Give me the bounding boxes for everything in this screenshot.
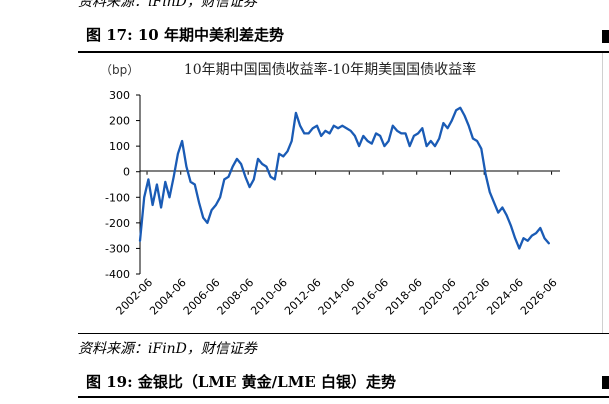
edge-line — [602, 53, 603, 333]
spread-chart: （bp） 10年期中国国债收益率-10年期美国国债收益率 300 200 100 0 -… — [100, 61, 560, 318]
top-source-note: 资料来源：iFinD，财信证券 — [78, 0, 257, 10]
y-tick-label: 100 — [109, 140, 130, 153]
unit-label: （bp） — [100, 63, 139, 77]
edge-mark-top — [602, 30, 609, 43]
y-tick-label: -300 — [105, 242, 130, 255]
title-rule-bottom — [78, 396, 609, 398]
chart-bottom-rule — [78, 333, 609, 334]
figure-17-title: 图 17: 10 年期中美利差走势 — [86, 26, 284, 44]
chart-title: 10年期中国国债收益率-10年期美国国债收益率 — [184, 61, 476, 78]
y-tick-label: 0 — [123, 166, 130, 179]
y-tick-label: -200 — [105, 217, 130, 230]
edge-mark-bottom — [602, 376, 609, 389]
figure-19-source-note: 资料来源：iFinD，财信证券 — [78, 341, 257, 357]
y-tick-label: -100 — [105, 191, 130, 204]
title-rule-top — [78, 51, 609, 53]
y-tick-label: 300 — [109, 89, 130, 102]
x-tick-label: 2026-06 — [518, 276, 560, 318]
y-tick-label: 200 — [109, 115, 130, 128]
figure-19-title: 图 19: 金银比（LME 黄金/LME 白银）走势 — [86, 373, 396, 391]
y-tick-label: -400 — [105, 268, 130, 281]
series-line — [138, 106, 550, 250]
